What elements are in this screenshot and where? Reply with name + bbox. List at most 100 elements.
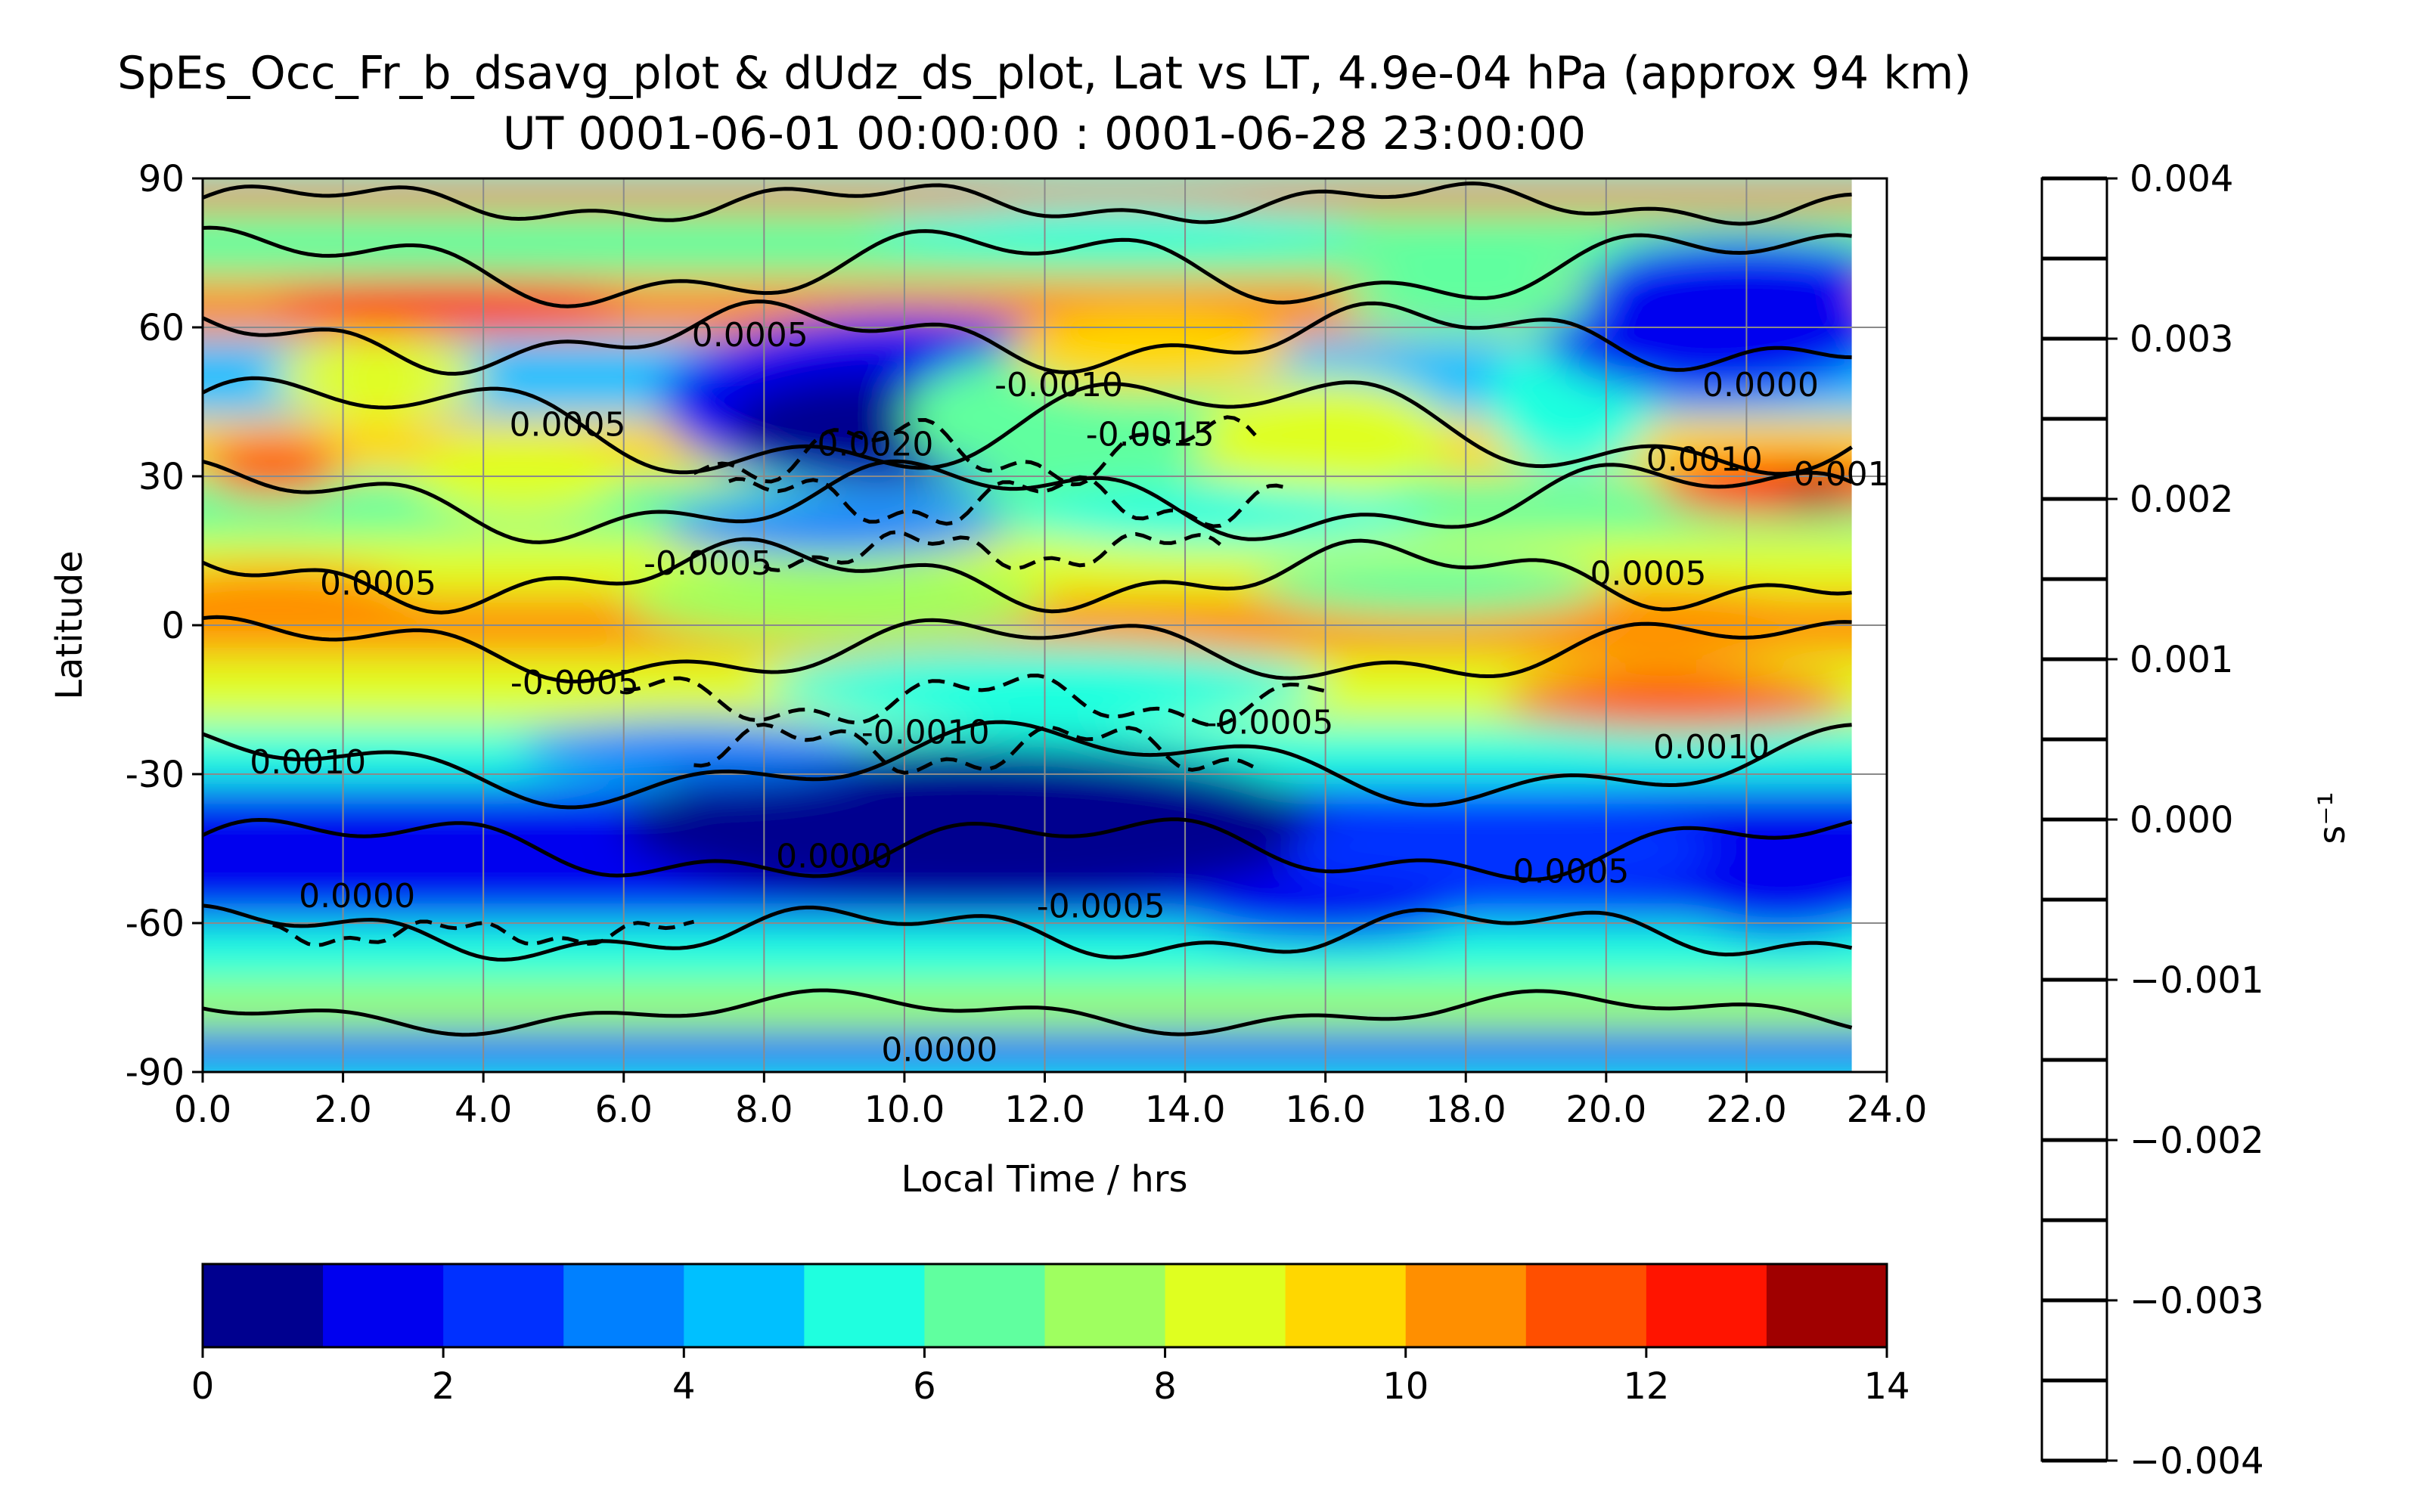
field-blob xyxy=(203,436,343,497)
colorbar-segment xyxy=(1766,1264,1888,1347)
colorbar-segment xyxy=(924,1264,1046,1347)
contour-colorbar-tick-label: 0.001 xyxy=(2130,639,2233,681)
colorbar-tick-label: 4 xyxy=(672,1365,696,1408)
contour-label: 0.0000 xyxy=(1702,366,1819,404)
contour-line-negative xyxy=(763,530,1222,572)
contour-label: -0.0010 xyxy=(861,713,990,751)
colorbar-tick-label: 8 xyxy=(1153,1365,1177,1408)
contour-colorbar-tick-label: 0.000 xyxy=(2130,799,2233,841)
contour-line-positive xyxy=(203,376,1853,476)
contour-line-positive xyxy=(203,903,1853,962)
contour-label: -0.0005 xyxy=(1037,887,1165,925)
contour-label: 0.0000 xyxy=(299,877,415,916)
x-tick-label: 22.0 xyxy=(1706,1089,1787,1131)
colorbar-segment xyxy=(1165,1264,1286,1347)
x-tick-label: 0.0 xyxy=(174,1089,231,1131)
colorbar-segment xyxy=(684,1264,805,1347)
contour-labels: 0.0005 0.0005 -0.0010 -0.0020 -0.0015 -0.0005… xyxy=(250,316,1887,1070)
contour-label: 0.0005 xyxy=(510,405,626,444)
y-tick-label: -60 xyxy=(126,903,185,945)
grid-lines xyxy=(203,178,1887,1072)
contour-colorbar-tick-label: 0.004 xyxy=(2130,158,2233,200)
colorbar-tick-label: 2 xyxy=(432,1365,455,1408)
contour-line-positive xyxy=(203,537,1852,615)
contour-label: -0.0015 xyxy=(1086,415,1215,454)
contour-label: -0.0005 xyxy=(510,664,639,702)
contour-label: 0.0005 xyxy=(1512,852,1629,891)
contour-label: 0.0005 xyxy=(1590,554,1707,593)
contour-line-positive xyxy=(203,225,1852,308)
contour-line-negative xyxy=(728,475,1292,528)
field-blob xyxy=(272,337,484,417)
contour-label: 0.0005 xyxy=(320,564,436,603)
contour-line-positive xyxy=(203,615,1852,684)
field-blob xyxy=(1255,556,1606,615)
y-tick-label: 60 xyxy=(138,307,185,349)
contour-line-positive xyxy=(203,817,1853,881)
y-tick-label: 90 xyxy=(138,158,185,200)
contour-label: -0.0005 xyxy=(644,544,772,583)
contour-line-positive xyxy=(203,299,1852,376)
contour-line-negative xyxy=(623,673,1326,727)
field-blob xyxy=(518,719,870,779)
contour-label: 0.0010 xyxy=(1646,440,1763,479)
contour-line-negative xyxy=(693,415,1257,487)
contour-label: 0.0005 xyxy=(692,316,808,355)
contour-line-negative xyxy=(272,919,695,947)
colorbar-segment xyxy=(563,1264,684,1347)
x-tick-label: 12.0 xyxy=(1004,1089,1085,1131)
x-tick-label: 6.0 xyxy=(595,1089,653,1131)
x-tick-label: 14.0 xyxy=(1145,1089,1226,1131)
contour-colorbar-tick-label: 0.002 xyxy=(2130,479,2233,521)
x-tick-label: 10.0 xyxy=(864,1089,945,1131)
contour-colorbar-tick-label: −0.004 xyxy=(2130,1440,2264,1483)
colorbar-tick-label: 10 xyxy=(1382,1365,1429,1408)
colorbar-segment xyxy=(1044,1264,1166,1347)
colorbar-tick-label: 6 xyxy=(913,1365,936,1408)
colorbar-segment xyxy=(804,1264,926,1347)
field-blob xyxy=(203,833,414,894)
contour-line-positive xyxy=(203,720,1852,810)
contour-label: -0.0005 xyxy=(1205,703,1334,742)
vertical-colorbar xyxy=(2040,176,2108,1463)
contour-label: 0.0000 xyxy=(776,838,892,876)
plot-area: 0.0005 0.0005 -0.0010 -0.0020 -0.0015 -0.0005… xyxy=(203,178,1887,1072)
contour-line-positive xyxy=(203,181,1852,226)
colorbar-tick-label: 0 xyxy=(191,1365,215,1408)
y-tick-label: 30 xyxy=(138,456,185,498)
contour-colorbar-tick-label: 0.003 xyxy=(2130,318,2233,361)
colorbar-segment xyxy=(1285,1264,1407,1347)
horizontal-colorbar xyxy=(201,1263,1888,1349)
contour-label: -0.0020 xyxy=(805,426,934,464)
vertical-colorbar-label: s⁻¹ xyxy=(2311,792,2353,844)
chart-subtitle: UT 0001-06-01 00:00:00 : 0001-06-28 23:0… xyxy=(503,107,1586,160)
x-axis-ticks: 0.0 2.0 4.0 6.0 8.0 10.0 12.0 14.0 16.0 18.0 20.0 2… xyxy=(174,1072,1928,1131)
contour-label: -0.0010 xyxy=(994,366,1123,404)
contour-label: 0.0010 xyxy=(1653,728,1770,767)
colorbar-segment xyxy=(443,1264,564,1347)
y-tick-label: -90 xyxy=(126,1052,185,1094)
field-blob xyxy=(1676,858,1887,938)
colorbar-segment xyxy=(323,1264,444,1347)
x-tick-label: 20.0 xyxy=(1565,1089,1646,1131)
x-axis-label: Local Time / hrs xyxy=(901,1158,1188,1201)
y-axis-ticks: 90 60 30 0 -30 -60 -90 xyxy=(126,158,203,1094)
contour-lines xyxy=(203,181,1853,1037)
colorbar-segment xyxy=(203,1264,324,1347)
contour-line-negative xyxy=(693,722,1256,775)
contour-colorbar-tick-label: −0.001 xyxy=(2130,959,2264,1002)
contour-colorbar-tick-label: −0.003 xyxy=(2130,1280,2264,1322)
horizontal-colorbar-ticks: 0 2 4 6 8 10 12 14 xyxy=(191,1347,1910,1408)
x-tick-label: 24.0 xyxy=(1847,1089,1928,1131)
contour-colorbar-tick-label: −0.002 xyxy=(2130,1120,2264,1162)
x-tick-label: 8.0 xyxy=(735,1089,793,1131)
colorbar-segment xyxy=(1405,1264,1527,1347)
x-tick-label: 16.0 xyxy=(1285,1089,1366,1131)
colorbar-frame xyxy=(201,1263,1888,1349)
y-axis-label: Latitude xyxy=(48,550,91,700)
colorbar-tick-label: 12 xyxy=(1623,1365,1669,1408)
field-blob xyxy=(1781,476,1852,507)
x-tick-label: 18.0 xyxy=(1426,1089,1506,1131)
contour-label: 0.0010 xyxy=(250,743,366,782)
